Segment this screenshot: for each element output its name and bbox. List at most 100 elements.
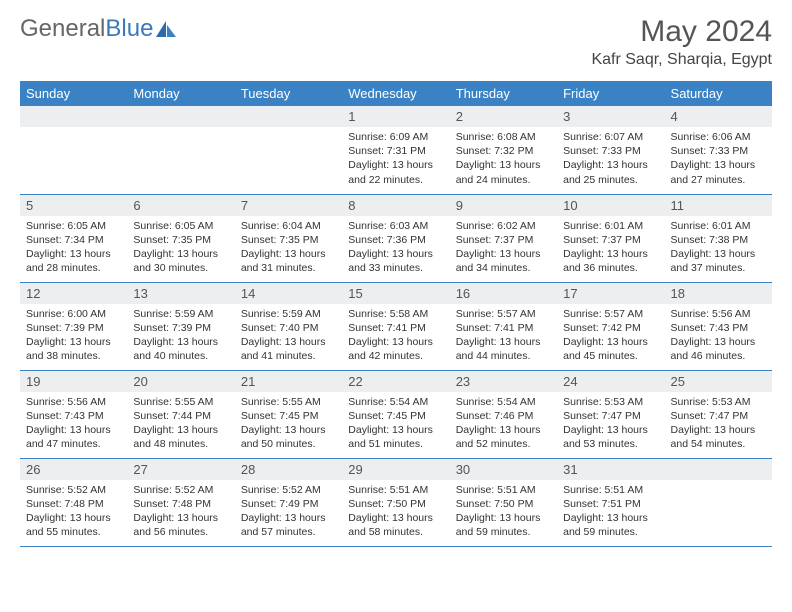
day-content: Sunrise: 5:52 AMSunset: 7:48 PMDaylight:… — [20, 480, 127, 544]
day-content: Sunrise: 5:51 AMSunset: 7:51 PMDaylight:… — [557, 480, 664, 544]
sunrise-text: Sunrise: 5:54 AM — [456, 395, 551, 409]
daylight-text: Daylight: 13 hours and 59 minutes. — [456, 511, 551, 539]
calendar-day: 5Sunrise: 6:05 AMSunset: 7:34 PMDaylight… — [20, 194, 127, 282]
day-number: 15 — [342, 283, 449, 304]
day-number: 20 — [127, 371, 234, 392]
calendar-day: 4Sunrise: 6:06 AMSunset: 7:33 PMDaylight… — [665, 106, 772, 194]
day-number: 7 — [235, 195, 342, 216]
daylight-text: Daylight: 13 hours and 50 minutes. — [241, 423, 336, 451]
daylight-text: Daylight: 13 hours and 41 minutes. — [241, 335, 336, 363]
day-content: Sunrise: 6:02 AMSunset: 7:37 PMDaylight:… — [450, 216, 557, 280]
day-content: Sunrise: 5:59 AMSunset: 7:40 PMDaylight:… — [235, 304, 342, 368]
title-block: May 2024 Kafr Saqr, Sharqia, Egypt — [591, 15, 772, 69]
day-content: Sunrise: 5:51 AMSunset: 7:50 PMDaylight:… — [450, 480, 557, 544]
sunrise-text: Sunrise: 5:54 AM — [348, 395, 443, 409]
calendar-day: 6Sunrise: 6:05 AMSunset: 7:35 PMDaylight… — [127, 194, 234, 282]
daylight-text: Daylight: 13 hours and 30 minutes. — [133, 247, 228, 275]
day-number: 21 — [235, 371, 342, 392]
calendar-week: 12Sunrise: 6:00 AMSunset: 7:39 PMDayligh… — [20, 282, 772, 370]
sunrise-text: Sunrise: 5:56 AM — [26, 395, 121, 409]
day-number: 31 — [557, 459, 664, 480]
sunrise-text: Sunrise: 6:05 AM — [26, 219, 121, 233]
day-content: Sunrise: 5:53 AMSunset: 7:47 PMDaylight:… — [665, 392, 772, 456]
sunrise-text: Sunrise: 6:03 AM — [348, 219, 443, 233]
day-number — [127, 106, 234, 127]
day-content: Sunrise: 5:52 AMSunset: 7:48 PMDaylight:… — [127, 480, 234, 544]
sunrise-text: Sunrise: 6:01 AM — [563, 219, 658, 233]
weekday-tue: Tuesday — [235, 81, 342, 106]
daylight-text: Daylight: 13 hours and 58 minutes. — [348, 511, 443, 539]
calendar-day: 21Sunrise: 5:55 AMSunset: 7:45 PMDayligh… — [235, 370, 342, 458]
sunrise-text: Sunrise: 6:02 AM — [456, 219, 551, 233]
sunset-text: Sunset: 7:31 PM — [348, 144, 443, 158]
location: Kafr Saqr, Sharqia, Egypt — [591, 51, 772, 69]
header: GeneralBlue May 2024 Kafr Saqr, Sharqia,… — [20, 15, 772, 69]
daylight-text: Daylight: 13 hours and 52 minutes. — [456, 423, 551, 451]
weekday-thu: Thursday — [450, 81, 557, 106]
daylight-text: Daylight: 13 hours and 22 minutes. — [348, 158, 443, 186]
sunset-text: Sunset: 7:47 PM — [671, 409, 766, 423]
sunrise-text: Sunrise: 5:52 AM — [241, 483, 336, 497]
calendar-day: 16Sunrise: 5:57 AMSunset: 7:41 PMDayligh… — [450, 282, 557, 370]
daylight-text: Daylight: 13 hours and 46 minutes. — [671, 335, 766, 363]
day-content: Sunrise: 6:09 AMSunset: 7:31 PMDaylight:… — [342, 127, 449, 191]
daylight-text: Daylight: 13 hours and 56 minutes. — [133, 511, 228, 539]
day-content: Sunrise: 5:57 AMSunset: 7:41 PMDaylight:… — [450, 304, 557, 368]
weekday-mon: Monday — [127, 81, 234, 106]
day-number: 17 — [557, 283, 664, 304]
sunset-text: Sunset: 7:45 PM — [241, 409, 336, 423]
sunset-text: Sunset: 7:44 PM — [133, 409, 228, 423]
sunset-text: Sunset: 7:47 PM — [563, 409, 658, 423]
sunrise-text: Sunrise: 6:08 AM — [456, 130, 551, 144]
logo: GeneralBlue — [20, 15, 177, 43]
day-number: 23 — [450, 371, 557, 392]
day-content: Sunrise: 5:56 AMSunset: 7:43 PMDaylight:… — [20, 392, 127, 456]
day-content: Sunrise: 6:03 AMSunset: 7:36 PMDaylight:… — [342, 216, 449, 280]
day-number: 28 — [235, 459, 342, 480]
day-content: Sunrise: 5:55 AMSunset: 7:44 PMDaylight:… — [127, 392, 234, 456]
sunrise-text: Sunrise: 6:09 AM — [348, 130, 443, 144]
daylight-text: Daylight: 13 hours and 25 minutes. — [563, 158, 658, 186]
calendar-day: 9Sunrise: 6:02 AMSunset: 7:37 PMDaylight… — [450, 194, 557, 282]
sunset-text: Sunset: 7:43 PM — [26, 409, 121, 423]
day-number: 19 — [20, 371, 127, 392]
sunrise-text: Sunrise: 5:56 AM — [671, 307, 766, 321]
calendar-day — [20, 106, 127, 194]
daylight-text: Daylight: 13 hours and 37 minutes. — [671, 247, 766, 275]
sunset-text: Sunset: 7:37 PM — [563, 233, 658, 247]
calendar-day: 1Sunrise: 6:09 AMSunset: 7:31 PMDaylight… — [342, 106, 449, 194]
calendar-week: 1Sunrise: 6:09 AMSunset: 7:31 PMDaylight… — [20, 106, 772, 194]
sunrise-text: Sunrise: 5:53 AM — [671, 395, 766, 409]
calendar-day: 17Sunrise: 5:57 AMSunset: 7:42 PMDayligh… — [557, 282, 664, 370]
calendar-day: 11Sunrise: 6:01 AMSunset: 7:38 PMDayligh… — [665, 194, 772, 282]
sunrise-text: Sunrise: 5:57 AM — [563, 307, 658, 321]
day-number: 11 — [665, 195, 772, 216]
daylight-text: Daylight: 13 hours and 54 minutes. — [671, 423, 766, 451]
day-number: 29 — [342, 459, 449, 480]
daylight-text: Daylight: 13 hours and 44 minutes. — [456, 335, 551, 363]
calendar-day: 3Sunrise: 6:07 AMSunset: 7:33 PMDaylight… — [557, 106, 664, 194]
calendar-day: 8Sunrise: 6:03 AMSunset: 7:36 PMDaylight… — [342, 194, 449, 282]
calendar-day: 22Sunrise: 5:54 AMSunset: 7:45 PMDayligh… — [342, 370, 449, 458]
daylight-text: Daylight: 13 hours and 48 minutes. — [133, 423, 228, 451]
calendar-day — [665, 458, 772, 546]
daylight-text: Daylight: 13 hours and 36 minutes. — [563, 247, 658, 275]
day-number: 8 — [342, 195, 449, 216]
calendar-day — [127, 106, 234, 194]
day-number: 13 — [127, 283, 234, 304]
day-number: 9 — [450, 195, 557, 216]
sunset-text: Sunset: 7:38 PM — [671, 233, 766, 247]
sunset-text: Sunset: 7:34 PM — [26, 233, 121, 247]
daylight-text: Daylight: 13 hours and 55 minutes. — [26, 511, 121, 539]
day-content: Sunrise: 5:54 AMSunset: 7:46 PMDaylight:… — [450, 392, 557, 456]
sunset-text: Sunset: 7:49 PM — [241, 497, 336, 511]
calendar-grid: Sunday Monday Tuesday Wednesday Thursday… — [20, 81, 772, 547]
day-number: 14 — [235, 283, 342, 304]
day-number — [20, 106, 127, 127]
day-number: 12 — [20, 283, 127, 304]
calendar-day: 20Sunrise: 5:55 AMSunset: 7:44 PMDayligh… — [127, 370, 234, 458]
sunset-text: Sunset: 7:33 PM — [671, 144, 766, 158]
daylight-text: Daylight: 13 hours and 45 minutes. — [563, 335, 658, 363]
day-number: 27 — [127, 459, 234, 480]
sunset-text: Sunset: 7:50 PM — [348, 497, 443, 511]
